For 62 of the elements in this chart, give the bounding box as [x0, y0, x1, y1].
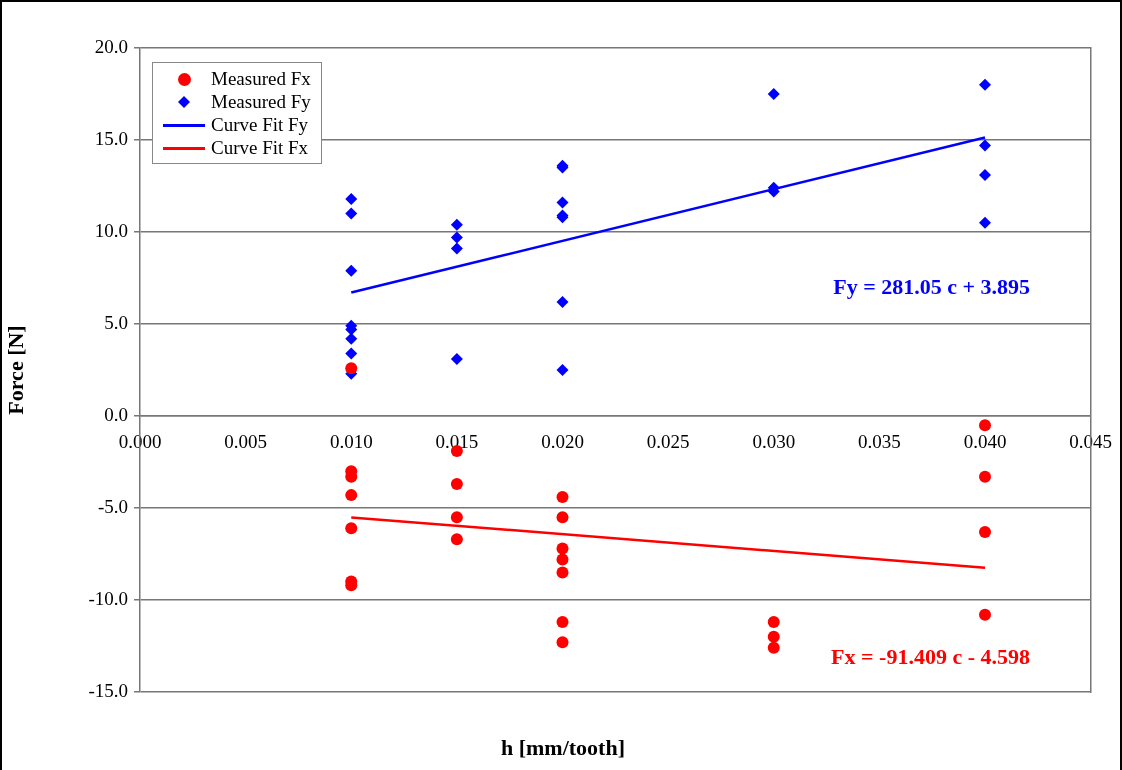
x-tick-label: 0.025 [646, 431, 690, 453]
x-tick-label: 0.010 [329, 431, 373, 453]
x-tick-label: 0.040 [963, 431, 1007, 453]
y-tick-label: -10.0 [88, 587, 128, 609]
point [979, 78, 991, 91]
point [556, 636, 569, 649]
point [450, 218, 463, 231]
point [979, 525, 991, 538]
point [979, 608, 991, 621]
x-tick-label: 0.015 [435, 431, 479, 453]
point [450, 533, 463, 546]
legend-label: Measured Fx [211, 67, 311, 90]
point [450, 478, 463, 491]
point [345, 192, 358, 205]
point [345, 362, 358, 375]
point [345, 522, 358, 535]
point [767, 641, 780, 654]
point [767, 616, 780, 629]
y-tick-label: 15.0 [94, 127, 128, 149]
point [556, 490, 569, 503]
point [556, 616, 569, 629]
point [450, 231, 463, 244]
y-tick-label: 5.0 [104, 311, 128, 333]
point [979, 139, 991, 152]
legend-label: Curve Fit Fx [211, 136, 309, 159]
x-tick-label: 0.030 [752, 431, 796, 453]
x-axis-title: h [mm/tooth] [499, 735, 626, 761]
point [767, 88, 780, 100]
point [556, 196, 569, 209]
y-axis-title: Force [N] [2, 325, 28, 415]
point [345, 347, 358, 360]
y-tick-label: -15.0 [88, 679, 128, 701]
point [556, 364, 569, 376]
y-tick-label: -5.0 [97, 495, 128, 517]
point [979, 470, 991, 483]
legend-label: Measured Fy [211, 90, 311, 113]
point [979, 168, 991, 181]
point [979, 216, 991, 229]
point [345, 207, 358, 220]
point [345, 264, 358, 277]
point [450, 242, 463, 255]
annotation: Fy = 281.05 c + 3.895 [833, 274, 1030, 300]
x-tick-label: 0.005 [224, 431, 267, 453]
y-tick-label: 10.0 [94, 219, 128, 241]
annotation: Fx = -91.409 c - 4.598 [831, 644, 1030, 670]
point [556, 553, 569, 566]
point [556, 542, 569, 555]
point [767, 630, 780, 643]
legend-label: Curve Fit Fy [211, 113, 309, 136]
y-tick-label: 0.0 [104, 403, 128, 425]
y-tick-label: 20.0 [94, 35, 128, 57]
point [556, 566, 569, 579]
point [556, 295, 569, 308]
point [345, 489, 358, 502]
point [450, 352, 463, 365]
x-tick-label: 0.045 [1069, 431, 1112, 453]
x-tick-label: 0.000 [118, 431, 162, 453]
point [979, 419, 991, 432]
point [450, 511, 463, 524]
x-tick-label: 0.035 [858, 431, 901, 453]
x-tick-label: 0.020 [541, 431, 584, 453]
point [556, 511, 569, 524]
